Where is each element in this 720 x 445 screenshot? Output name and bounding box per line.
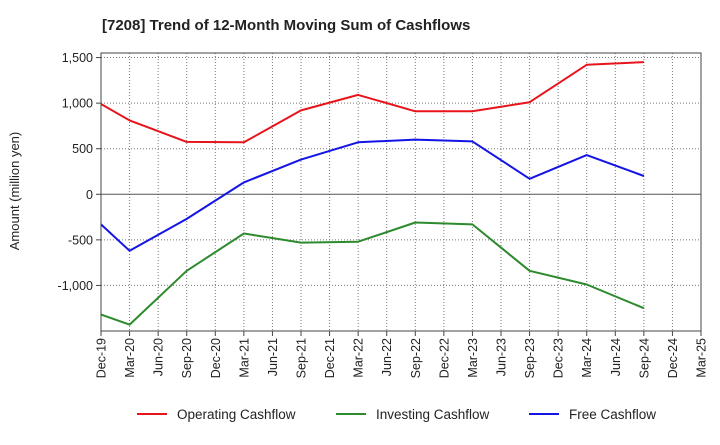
x-tick-label: Sep-20: [180, 338, 194, 378]
x-tick-label: Dec-20: [209, 338, 223, 378]
x-tick-label: Sep-24: [637, 338, 651, 378]
legend: Operating Cashflow Investing Cashflow Free…: [137, 407, 656, 422]
x-tick-label: Jun-23: [495, 338, 509, 376]
x-axis-ticks: Dec-19 Mar-20 Jun-20 Sep-20 Dec-20 Mar-21 Jun-…: [95, 331, 709, 378]
y-axis-ticks: 1,500 1,000 500 0 -500 -1,000: [58, 51, 101, 293]
x-tick-label: Sep-22: [409, 338, 423, 378]
x-tick-label: Dec-19: [95, 338, 109, 378]
x-tick-label: Sep-23: [523, 338, 537, 378]
y-tick-label: 1,000: [62, 97, 93, 111]
x-tick-label: Jun-24: [609, 338, 623, 376]
y-tick-label: -1,000: [58, 279, 93, 293]
legend-label: Free Cashflow: [569, 407, 656, 422]
y-tick-label: -500: [68, 233, 93, 247]
x-tick-label: Dec-22: [437, 338, 451, 378]
x-tick-label: Mar-24: [580, 338, 594, 378]
x-tick-label: Jun-21: [266, 338, 280, 376]
x-tick-label: Mar-20: [123, 338, 137, 378]
series-lines: [100, 61, 645, 326]
x-tick-label: Mar-25: [695, 338, 709, 378]
x-tick-label: Dec-24: [666, 338, 680, 378]
x-tick-label: Jun-20: [152, 338, 166, 376]
legend-label: Investing Cashflow: [376, 407, 490, 422]
x-tick-label: Mar-21: [237, 338, 251, 378]
x-tick-label: Mar-22: [352, 338, 366, 378]
x-tick-label: Dec-21: [323, 338, 337, 378]
legend-label: Operating Cashflow: [177, 407, 296, 422]
series-line: [100, 221, 645, 326]
y-tick-label: 1,500: [62, 51, 93, 65]
x-tick-label: Sep-21: [295, 338, 309, 378]
chart-title: [7208] Trend of 12-Month Moving Sum of C…: [102, 17, 470, 34]
y-tick-label: 0: [86, 188, 93, 202]
series-line: [100, 61, 644, 144]
y-tick-label: 500: [72, 142, 93, 156]
x-tick-label: Jun-22: [380, 338, 394, 376]
y-axis-label: Amount (million yen): [7, 132, 22, 251]
plot-frame: [100, 52, 702, 332]
x-tick-label: Mar-23: [466, 338, 480, 378]
x-tick-label: Dec-23: [552, 338, 566, 378]
series-line: [100, 138, 645, 252]
plot-area: [101, 53, 701, 331]
